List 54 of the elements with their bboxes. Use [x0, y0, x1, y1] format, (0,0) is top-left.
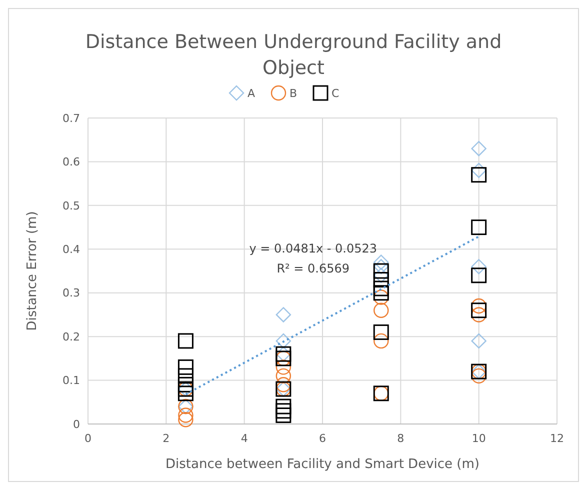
y-tick-label: 0	[73, 418, 80, 431]
point	[373, 280, 389, 296]
point	[374, 254, 389, 270]
x-tick-label: 2	[162, 432, 170, 445]
y-tick-label: 0.7	[62, 112, 80, 125]
x-tick-label: 6	[319, 432, 326, 445]
point	[374, 268, 389, 283]
point	[276, 333, 292, 349]
y-axis-title: Distance Error (m)	[25, 211, 40, 331]
point	[178, 412, 194, 428]
x-tick-label: 12	[550, 432, 564, 445]
point	[178, 408, 194, 423]
point	[373, 285, 389, 301]
point	[471, 141, 486, 156]
point	[374, 333, 389, 349]
x-tick-label: 0	[84, 432, 92, 445]
y-tick-label: 0.1	[62, 374, 80, 388]
y-tick-label: 0.3	[62, 286, 80, 300]
point	[374, 302, 389, 318]
legend-label: A	[248, 86, 256, 100]
point	[276, 307, 292, 322]
annotation: y = 0.0481x - 0.0523	[249, 242, 378, 256]
annotation: R² = 0.6569	[276, 262, 350, 276]
point	[178, 359, 194, 375]
point	[178, 376, 194, 392]
point	[276, 408, 292, 424]
point	[276, 360, 292, 375]
y-tick-label: 0.6	[62, 156, 80, 169]
point	[471, 167, 487, 183]
legend-label: B	[290, 86, 298, 100]
y-tick-label: 0.5	[62, 199, 80, 212]
point	[178, 333, 194, 349]
y-tick-label: 0.4	[62, 242, 80, 256]
point	[374, 259, 389, 274]
legend-label: C	[332, 86, 340, 100]
y-tick-label: 0.2	[62, 330, 80, 344]
point	[373, 263, 389, 279]
chart-title: Distance Between Underground Facility and Object	[85, 31, 502, 79]
point	[471, 220, 487, 236]
point	[178, 386, 194, 402]
point	[276, 398, 292, 414]
x-tick-label: 8	[397, 432, 404, 445]
x-axis-title: Distance between Facility and Smart Device (m)	[166, 457, 480, 472]
x-tick-label: 10	[472, 432, 486, 445]
x-tick-label: 4	[240, 432, 248, 445]
point	[178, 368, 194, 384]
point	[276, 368, 292, 384]
point	[471, 302, 487, 318]
point	[471, 268, 487, 284]
point	[276, 403, 292, 419]
point	[373, 324, 389, 340]
point	[471, 333, 486, 349]
point	[471, 259, 486, 274]
point	[471, 162, 486, 178]
